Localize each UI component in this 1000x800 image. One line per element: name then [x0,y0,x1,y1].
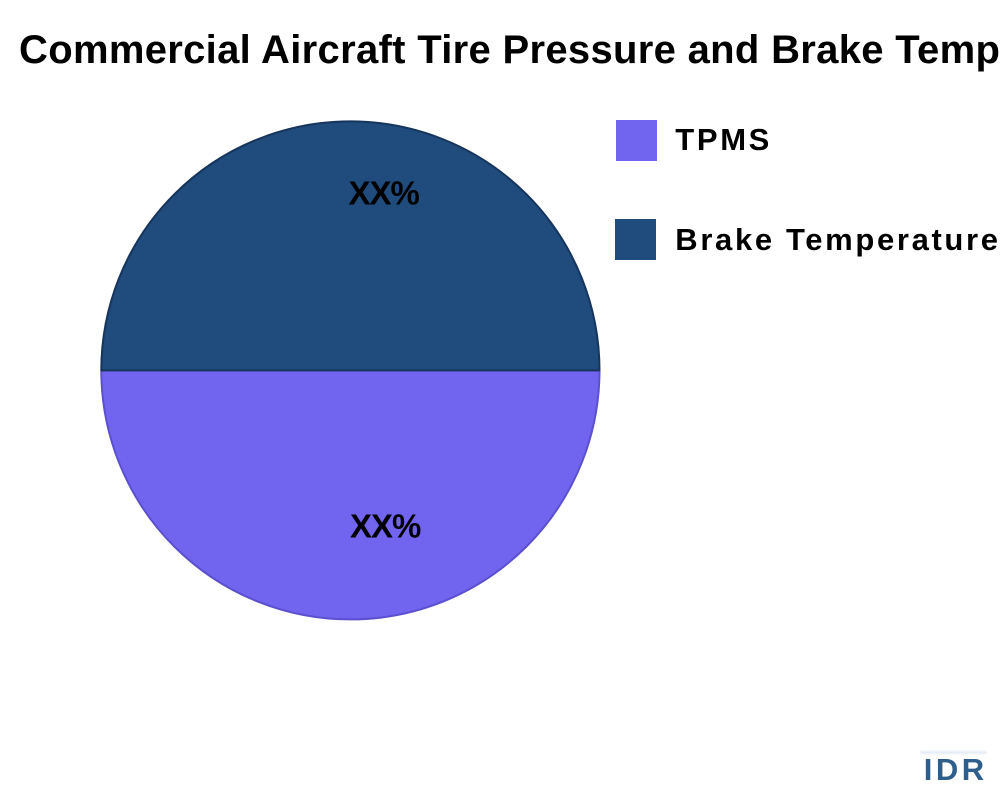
legend-label-brake-temperature: Brake Temperature [675,221,1000,257]
legend-swatch-tpms [615,119,657,161]
pie-slice-brake-temperature [100,120,601,372]
pie-pct-label-tpms: XX% [350,508,421,545]
logo-fineprint-bar [920,751,987,755]
legend-swatch-brake-temperature [615,219,657,261]
pie-pct-label-brake-temperature: XX% [349,175,420,212]
legend-label-tpms: TPMS [675,121,773,157]
idr-logo: IDR [923,752,988,787]
pie-slice-tpms [100,369,601,621]
chart-title: Commercial Aircraft Tire Pressure and Br… [19,28,1000,72]
